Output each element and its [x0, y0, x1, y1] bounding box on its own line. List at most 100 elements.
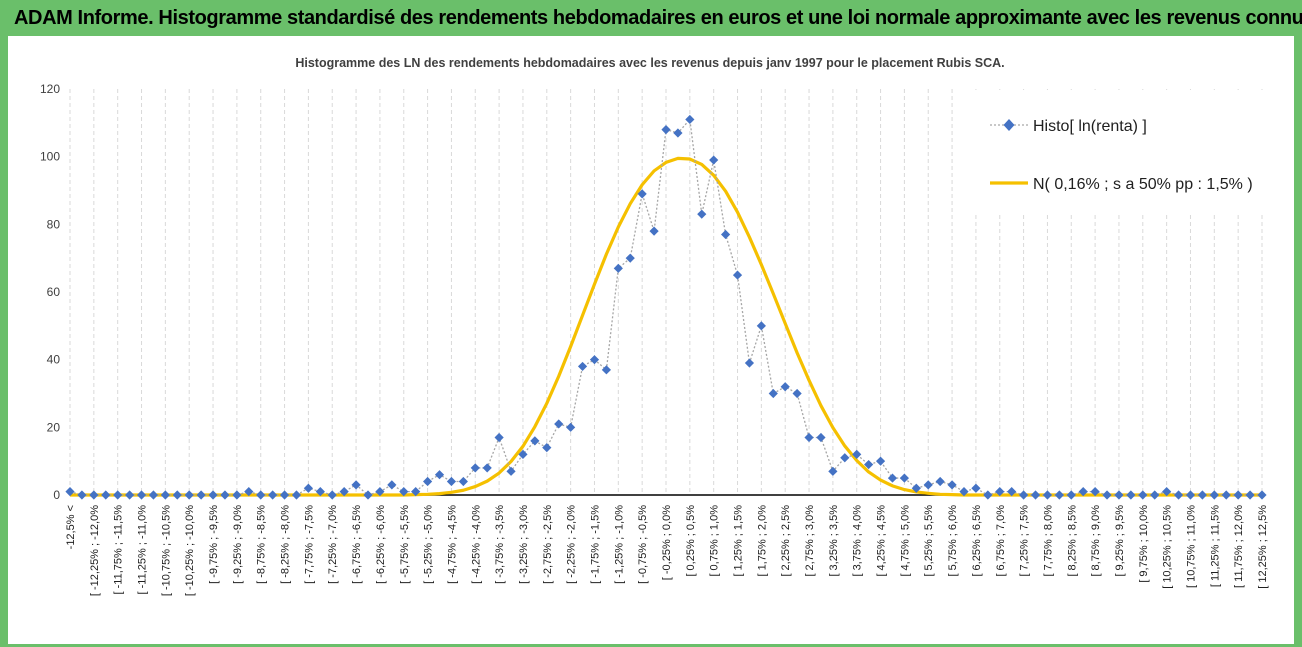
histogram-point — [613, 263, 623, 273]
histogram-point — [601, 365, 611, 375]
histogram-point — [780, 382, 790, 392]
x-tick-label: [ -9,25% ; -9,0% — [232, 505, 244, 584]
histogram-point — [136, 490, 147, 500]
x-tick-label: [ -4,25% ; -4,0% — [470, 505, 482, 584]
histogram-point — [649, 226, 659, 236]
histogram-point — [959, 487, 969, 497]
histogram-point — [1102, 490, 1112, 500]
histogram-point — [721, 229, 731, 240]
histogram-point — [1019, 490, 1029, 500]
histogram-point — [1078, 487, 1088, 497]
x-tick-label: [ 0,25% ; 0,5% — [685, 505, 697, 577]
histogram-point — [1066, 490, 1076, 500]
x-tick-label: [ -7,25% ; -7,0% — [327, 505, 339, 584]
histogram-point — [256, 490, 266, 500]
histogram-point — [589, 355, 600, 365]
histogram-point — [852, 449, 862, 459]
histogram-point — [554, 419, 564, 429]
histogram-point — [1126, 490, 1136, 500]
x-tick-label: -12,5% < — [65, 505, 77, 549]
y-tick-label: 60 — [47, 285, 61, 299]
x-tick-label: [ -3,25% ; -3,0% — [518, 505, 530, 584]
histogram-point — [577, 361, 588, 372]
x-tick-label: [ -6,75% ; -6,5% — [351, 505, 363, 584]
histogram-point — [482, 463, 492, 473]
histogram-point — [1173, 490, 1184, 500]
histogram-point — [899, 473, 909, 483]
x-tick-labels: -12,5% < [ -12,25% ; -12,0% [ -11,75% ; -1… — [65, 505, 1269, 596]
histogram-point — [923, 480, 933, 490]
x-tick-label: [ 10,25% ; 10,5% — [1162, 505, 1174, 589]
histogram-point — [1090, 487, 1100, 497]
x-tick-label: [ -5,75% ; -5,5% — [399, 505, 411, 584]
histogram-point — [518, 449, 528, 459]
x-tick-label: [ -8,25% ; -8,0% — [280, 505, 292, 584]
histogram-point — [160, 490, 170, 500]
x-tick-label: [ 11,75% ; 12,0% — [1233, 505, 1245, 588]
x-tick-label: [ -0,25% ; 0,0% — [661, 505, 673, 580]
histogram-point — [530, 436, 540, 446]
histogram-point — [279, 490, 290, 500]
x-tick-label: [ 5,25% ; 5,5% — [923, 505, 935, 577]
x-tick-label: [ 12,25% ; 12,5% — [1257, 505, 1269, 589]
window-title: ADAM Informe. Histogramme standardisé de… — [0, 0, 1302, 36]
x-tick-label: [ -11,75% ; -11,5% — [113, 505, 125, 595]
histogram-point — [1138, 490, 1148, 500]
x-tick-label: [ -3,75% ; -3,5% — [494, 505, 506, 584]
y-tick-label: 20 — [47, 420, 61, 434]
x-tick-label: [ 10,75% ; 11,0% — [1185, 505, 1197, 588]
histogram-point — [113, 490, 123, 500]
histogram-point — [101, 490, 111, 500]
histogram-point — [911, 483, 921, 493]
x-tick-label: [ 5,75% ; 6,0% — [947, 505, 959, 577]
histogram-point — [184, 490, 194, 500]
histogram-point — [1007, 487, 1017, 497]
histogram-point — [875, 456, 886, 466]
grid-lines — [69, 89, 1263, 495]
x-tick-label: [ -10,75% ; -10,5% — [160, 505, 172, 596]
x-tick-label: [ 4,25% ; 4,5% — [876, 505, 888, 577]
x-tick-label: [ -5,25% ; -5,0% — [423, 505, 435, 584]
x-tick-label: [ 6,75% ; 7,0% — [995, 505, 1007, 577]
histogram-point — [148, 490, 159, 500]
histogram-point — [434, 470, 445, 480]
x-tick-label: [ 3,75% ; 4,0% — [852, 505, 864, 577]
histogram-point — [971, 483, 981, 493]
histogram-point — [458, 476, 468, 487]
y-tick-label: 0 — [53, 488, 60, 502]
x-tick-label: [ 4,75% ; 5,0% — [899, 505, 911, 577]
histogram-point — [375, 487, 385, 497]
histogram-point — [732, 270, 743, 280]
histogram-point — [566, 422, 576, 432]
histogram-point — [792, 388, 802, 399]
x-tick-label: [ 2,25% ; 2,5% — [780, 505, 792, 577]
chart-subtitle: Histogramme des LN des rendements hebdom… — [295, 56, 1004, 70]
histogram-point — [423, 476, 433, 487]
y-tick-label: 40 — [47, 353, 61, 367]
x-tick-label: [ 11,25% ; 11,5% — [1209, 505, 1221, 587]
histogram-point — [1042, 490, 1053, 500]
histogram-point — [77, 490, 87, 500]
histogram-point — [387, 480, 397, 490]
y-tick-label: 80 — [47, 217, 61, 231]
histogram-point — [1114, 490, 1124, 500]
histogram-point — [291, 490, 302, 500]
histogram-point — [935, 476, 945, 487]
histogram-point — [995, 487, 1005, 497]
x-tick-label: [ -10,25% ; -10,0% — [184, 505, 196, 596]
histogram-point — [637, 189, 647, 199]
x-tick-label: [ 0,75% ; 1,0% — [709, 505, 721, 577]
histogram-point — [506, 466, 516, 476]
histogram-point — [542, 443, 552, 453]
histogram-point — [446, 476, 457, 487]
legend-histo-label: Histo[ ln(renta) ] — [1033, 118, 1147, 135]
x-tick-label: [ -2,75% ; -2,5% — [542, 505, 554, 584]
x-tick-label: [ -11,25% ; -11,0% — [137, 505, 149, 595]
x-tick-label: [ -7,75% ; -7,5% — [303, 505, 315, 584]
histogram-point — [1185, 490, 1196, 500]
histogram-point — [327, 490, 337, 500]
legend-histo-marker — [1003, 119, 1015, 131]
histogram-point — [1209, 490, 1219, 500]
histogram-point — [208, 490, 218, 500]
